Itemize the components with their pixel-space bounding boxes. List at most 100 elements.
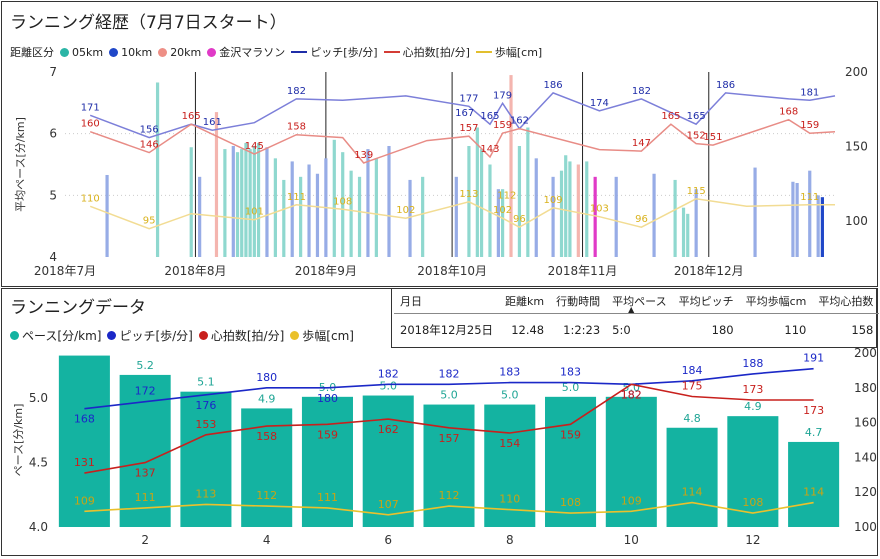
data-label: 171 xyxy=(81,102,100,113)
data-label: 114 xyxy=(682,486,703,499)
data-label: 168 xyxy=(779,107,798,118)
legend-label: 心拍数[拍/分] xyxy=(210,329,285,343)
legend-label: ピッチ[歩/分] xyxy=(119,329,193,343)
cell-pace: 5:0 xyxy=(612,323,631,337)
y2-tick-label: 120 xyxy=(854,485,877,499)
data-label: 147 xyxy=(632,138,651,149)
pace-bar xyxy=(686,213,690,257)
col-heartrate[interactable]: 平均心拍数 xyxy=(812,289,880,314)
pace-bar xyxy=(673,179,677,257)
data-label: 183 xyxy=(499,366,520,379)
data-label: 111 xyxy=(317,491,338,504)
col-pace[interactable]: 平均ペース ▲ xyxy=(606,289,673,314)
x-tick-label: 2018年8月 xyxy=(164,264,226,278)
col-pitch[interactable]: 平均ピッチ xyxy=(672,289,740,314)
pace-bar xyxy=(198,176,202,257)
legend-label: 20km xyxy=(170,45,202,59)
pace-bar xyxy=(454,176,458,257)
pace-bar xyxy=(808,170,812,257)
y2-tick-label: 200 xyxy=(854,346,877,360)
legend-dot-icon xyxy=(198,331,208,340)
legend-label: 心拍数[拍/分] xyxy=(402,46,470,59)
data-label: 180 xyxy=(256,371,277,384)
y2-tick-label: 140 xyxy=(854,450,877,464)
data-label: 184 xyxy=(682,364,703,377)
pace-bar xyxy=(252,146,256,257)
y2-tick-label: 100 xyxy=(845,214,868,228)
data-label: 162 xyxy=(378,423,399,436)
legend-item-5[interactable]: 心拍数[拍/分] xyxy=(383,44,470,60)
y-axis-label: ペース[分/km] xyxy=(12,404,25,477)
legend-dot-icon xyxy=(109,47,119,57)
legend-label: 10km xyxy=(121,45,153,59)
col-date[interactable]: 月日 xyxy=(394,289,500,314)
data-label: 111 xyxy=(800,192,819,203)
data-label: 165 xyxy=(687,111,706,122)
cell-date: 2018年12月25日 xyxy=(400,323,494,337)
data-label: 173 xyxy=(803,404,824,417)
legend-line-icon xyxy=(291,51,308,53)
data-label: 176 xyxy=(195,399,216,412)
legend-item-3[interactable]: 金沢マラソン xyxy=(207,44,285,60)
cell-pitch: 180 xyxy=(711,323,734,337)
legend-item-0[interactable]: ペース[分/km] xyxy=(10,327,101,344)
pace-bar xyxy=(727,416,779,527)
y2-tick-label: 180 xyxy=(854,381,877,395)
legend-item-2[interactable]: 20km xyxy=(158,44,201,60)
pace-bar xyxy=(349,170,353,257)
legend-items: ペース[分/km] ピッチ[歩/分] 心拍数[拍/分] 歩幅[cm] xyxy=(10,327,360,344)
legend-dot-icon xyxy=(60,47,69,57)
data-label: 95 xyxy=(143,216,156,227)
y-tick-label: 7 xyxy=(49,65,57,79)
y-axis-label: 平均ペース[分/km] xyxy=(14,117,27,212)
data-label: 96 xyxy=(513,214,526,225)
pace-bar xyxy=(564,155,568,257)
data-label: 113 xyxy=(195,487,216,500)
data-label: 174 xyxy=(590,98,609,109)
cell-stride: 110 xyxy=(784,323,807,337)
data-label: 182 xyxy=(378,367,399,380)
pace-bar xyxy=(290,161,294,257)
series-line-0 xyxy=(84,367,814,410)
data-label: 139 xyxy=(354,150,373,161)
x-tick-label: 2018年12月 xyxy=(674,264,744,278)
pace-bar xyxy=(479,149,484,257)
pace-bar xyxy=(820,197,824,257)
col-distance[interactable]: 距離km xyxy=(499,289,551,314)
legend-item-1[interactable]: ピッチ[歩/分] xyxy=(107,327,193,344)
pace-bar xyxy=(500,189,505,257)
legend-item-3[interactable]: 歩幅[cm] xyxy=(290,327,354,344)
pace-bar xyxy=(551,176,555,257)
pace-bar xyxy=(666,427,718,527)
col-time[interactable]: 行動時間 xyxy=(550,289,607,314)
legend-item-2[interactable]: 心拍数[拍/分] xyxy=(198,327,285,344)
legend-item-0[interactable]: 05km xyxy=(60,44,103,60)
pace-bar xyxy=(408,179,412,257)
legend-item-4[interactable]: ピッチ[歩/分] xyxy=(291,44,378,60)
y-tick-label: 4.5 xyxy=(29,456,48,470)
data-label: 172 xyxy=(135,385,156,398)
data-label: 145 xyxy=(245,141,264,152)
history-panel: ランニング経歴（7月7日スタート） 距離区分 05km 10km 20km 金沢マラソ… xyxy=(1,1,878,287)
data-label: 153 xyxy=(195,418,216,431)
legend-item-1[interactable]: 10km xyxy=(109,44,152,60)
legend-label: 歩幅[cm] xyxy=(494,46,543,59)
pace-bar xyxy=(421,176,425,257)
data-label: 146 xyxy=(140,140,159,151)
legend-label: ペース[分/km] xyxy=(22,329,102,343)
pace-bar xyxy=(180,391,232,527)
y2-tick-label: 150 xyxy=(845,140,868,154)
pace-bar xyxy=(517,146,522,257)
legend-item-6[interactable]: 歩幅[cm] xyxy=(475,44,543,60)
col-stride[interactable]: 平均歩幅cm xyxy=(739,289,813,314)
data-label: 181 xyxy=(800,87,819,98)
pace-bar xyxy=(475,127,479,257)
x-tick-label: 2018年9月 xyxy=(295,264,357,278)
table-row[interactable]: 2018年12月25日 12.48 1:2:23 5:0 180 110 158 xyxy=(394,314,879,347)
data-label: 111 xyxy=(135,491,156,504)
pace-label: 5.0 xyxy=(501,389,519,402)
pace-bar xyxy=(545,396,597,527)
data-label: 102 xyxy=(396,205,415,216)
pace-bar xyxy=(366,149,370,257)
y2-tick-label: 100 xyxy=(854,520,877,534)
